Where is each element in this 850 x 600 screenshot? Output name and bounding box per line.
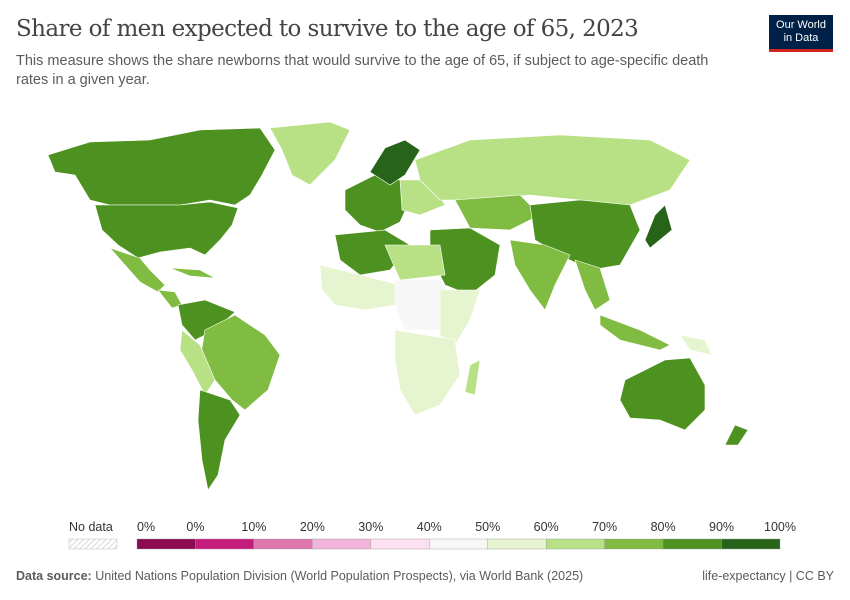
legend-bin[interactable] [545, 538, 605, 550]
region-north-africa[interactable] [334, 229, 411, 276]
legend-bin[interactable] [662, 538, 722, 550]
legend-bin[interactable] [721, 538, 781, 550]
footer-right[interactable]: life-expectancy | CC BY [702, 569, 834, 583]
region-greenland[interactable] [269, 121, 351, 186]
chart-subtitle: This measure shows the share newborns th… [16, 53, 709, 88]
legend-tick-label: 50% [475, 520, 500, 534]
legend-bin[interactable] [312, 538, 372, 550]
region-australia[interactable] [619, 357, 706, 431]
region-scandinavia[interactable] [369, 139, 421, 186]
logo-line1: Our World [776, 19, 826, 31]
legend-bin[interactable] [136, 538, 196, 550]
legend-tick-label: 60% [534, 520, 559, 534]
legend-bin[interactable] [253, 538, 313, 550]
region-usa[interactable] [94, 201, 239, 259]
legend: No data 0% 0% 10% 20% 30% 40% 50% 60% 70% 80% 90% 1… [68, 520, 796, 550]
region-east-africa[interactable] [439, 289, 481, 346]
legend-tick-label: 10% [241, 520, 266, 534]
region-central-asia[interactable] [454, 194, 541, 231]
legend-tick-label: 0% [137, 520, 155, 534]
source-text[interactable]: United Nations Population Division (Worl… [95, 569, 584, 583]
legend-tick-label: 90% [709, 520, 734, 534]
region-west-africa[interactable] [319, 264, 401, 311]
region-argentina-chile[interactable] [197, 389, 241, 491]
legend-bin[interactable] [370, 538, 430, 550]
chart-title: Share of men expected to survive to the … [16, 16, 639, 42]
legend-no-data-label: No data [69, 520, 113, 534]
region-madagascar[interactable] [464, 359, 481, 396]
region-egypt-libya[interactable] [384, 244, 446, 281]
legend-tick-label: 100% [764, 520, 796, 534]
region-new-zealand[interactable] [724, 424, 749, 446]
region-caribbean[interactable] [169, 267, 216, 279]
region-mexico[interactable] [109, 247, 166, 293]
legend-tick-label: 80% [651, 520, 676, 534]
region-indonesia[interactable] [599, 314, 671, 351]
region-japan[interactable] [644, 204, 673, 249]
source-label: Data source: [16, 569, 92, 583]
legend-tick-label: 20% [300, 520, 325, 534]
legend-bin[interactable] [487, 538, 547, 550]
region-russia[interactable] [414, 134, 691, 206]
data-source: Data source: United Nations Population D… [16, 569, 583, 583]
legend-bin[interactable] [604, 538, 664, 550]
legend-tick-label: 30% [358, 520, 383, 534]
legend-tick-label: 0% [186, 520, 204, 534]
legend-bin[interactable] [195, 538, 255, 550]
legend-no-data-swatch[interactable] [68, 538, 118, 550]
legend-bin[interactable] [429, 538, 488, 550]
logo-line2: in Data [783, 32, 819, 44]
legend-tick-label: 70% [592, 520, 617, 534]
region-southern-africa[interactable] [394, 329, 461, 416]
region-southeast-asia[interactable] [574, 259, 611, 311]
owid-logo[interactable]: Our World in Data [769, 15, 833, 52]
legend-tick-label: 40% [417, 520, 442, 534]
region-india[interactable] [509, 239, 571, 311]
region-png[interactable] [679, 334, 713, 356]
region-canada[interactable] [47, 127, 276, 206]
